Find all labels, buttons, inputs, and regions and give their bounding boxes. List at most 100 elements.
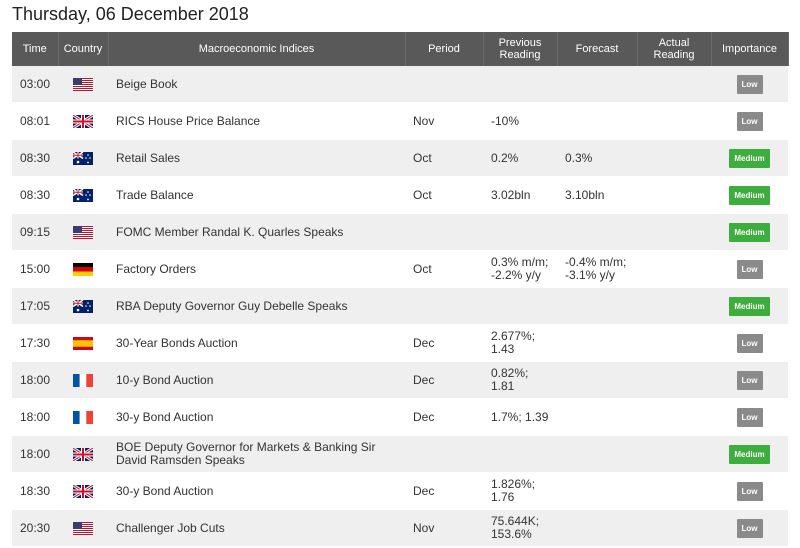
event-cell: Beige Book (108, 66, 405, 103)
country-flag (73, 263, 93, 276)
column-header: Importance (711, 32, 789, 66)
period-cell: Oct (405, 250, 483, 288)
previous-cell: -10% (483, 102, 557, 140)
forecast-cell: -0.4% m/m; -3.1% y/y (557, 250, 637, 288)
table-row: 20:30 Challenger Job Cuts Nov 75.644K; 153.… (12, 509, 788, 547)
country-cell (58, 361, 108, 399)
previous-cell: 3.02bln (483, 176, 557, 214)
importance-badge: Medium (729, 296, 770, 316)
country-flag (73, 448, 93, 461)
table-row: 17:05 RBA Deputy Governor Guy Debelle Spe… (12, 287, 788, 325)
actual-cell (637, 139, 711, 177)
importance-cell: Medium (711, 287, 788, 325)
previous-cell: 0.3% m/m; -2.2% y/y (483, 250, 557, 288)
time-cell: 09:15 (12, 213, 58, 251)
importance-badge: Low (736, 74, 763, 94)
time-cell: 18:00 (12, 398, 58, 436)
table-row: 18:00 BOE Deputy Governor for Markets & B… (12, 435, 788, 473)
previous-cell (483, 213, 557, 251)
event-cell: Challenger Job Cuts (108, 509, 405, 547)
time-cell: 17:30 (12, 324, 58, 362)
importance-badge: Low (736, 333, 763, 353)
forecast-cell (557, 361, 637, 399)
importance-cell: Low (711, 472, 788, 510)
importance-cell: Medium (711, 139, 788, 177)
table-row: 15:00 Factory Orders Oct 0.3% m/m; -2.2% y/… (12, 250, 788, 288)
forecast-cell: 0.3% (557, 139, 637, 177)
importance-cell: Low (711, 509, 788, 547)
previous-cell (483, 66, 557, 103)
page-title: Thursday, 06 December 2018 (12, 4, 249, 24)
forecast-cell (557, 435, 637, 473)
importance-cell: Medium (711, 435, 788, 473)
previous-cell (483, 287, 557, 325)
importance-badge: Low (736, 111, 763, 131)
period-cell (405, 213, 483, 251)
country-flag (73, 337, 93, 350)
importance-cell: Medium (711, 176, 788, 214)
country-cell (58, 398, 108, 436)
country-cell (58, 250, 108, 288)
column-header: Previous Reading (483, 32, 558, 66)
table-row: 09:15 FOMC Member Randal K. Quarles Speak… (12, 213, 788, 251)
period-cell: Dec (405, 361, 483, 399)
forecast-cell (557, 213, 637, 251)
country-cell (58, 139, 108, 177)
importance-badge: Low (736, 407, 763, 427)
time-cell: 08:01 (12, 102, 58, 140)
country-cell (58, 435, 108, 473)
country-cell (58, 287, 108, 325)
period-cell: Nov (405, 509, 483, 547)
importance-badge: Low (736, 370, 763, 390)
country-cell (58, 176, 108, 214)
time-cell: 20:30 (12, 509, 58, 547)
country-flag (73, 374, 93, 387)
period-cell (405, 287, 483, 325)
table-row: 18:00 10-y Bond Auction Dec 0.82%; 1.81 Low (12, 361, 788, 399)
importance-cell: Low (711, 102, 788, 140)
column-header: Time (12, 32, 59, 66)
period-cell (405, 66, 483, 103)
importance-cell: Medium (711, 213, 788, 251)
importance-badge: Low (736, 518, 763, 538)
actual-cell (637, 287, 711, 325)
actual-cell (637, 66, 711, 103)
event-cell: 10-y Bond Auction (108, 361, 405, 399)
country-flag (73, 411, 93, 424)
table-row: 17:30 30-Year Bonds Auction Dec 2.677%; 1.4… (12, 324, 788, 362)
column-header: Country (58, 32, 109, 66)
event-cell: Factory Orders (108, 250, 405, 288)
event-cell: 30-Year Bonds Auction (108, 324, 405, 362)
actual-cell (637, 176, 711, 214)
country-cell (58, 66, 108, 103)
actual-cell (637, 509, 711, 547)
table-body: 03:00 Beige Book Low 08:01 RICS House Price … (12, 66, 788, 547)
period-cell (405, 435, 483, 473)
table-row: 03:00 Beige Book Low (12, 66, 788, 103)
actual-cell (637, 250, 711, 288)
country-cell (58, 102, 108, 140)
importance-cell: Low (711, 398, 788, 436)
time-cell: 08:30 (12, 176, 58, 214)
country-cell (58, 213, 108, 251)
country-flag (73, 522, 93, 535)
country-cell (58, 472, 108, 510)
country-flag (73, 78, 93, 91)
previous-cell: 0.2% (483, 139, 557, 177)
forecast-cell (557, 472, 637, 510)
column-header: Macroeconomic Indices (108, 32, 406, 66)
previous-cell: 1.826%; 1.76 (483, 472, 557, 510)
importance-badge: Low (736, 259, 763, 279)
time-cell: 17:05 (12, 287, 58, 325)
previous-cell: 1.7%; 1.39 (483, 398, 557, 436)
event-cell: RBA Deputy Governor Guy Debelle Speaks (108, 287, 405, 325)
event-cell: FOMC Member Randal K. Quarles Speaks (108, 213, 405, 251)
forecast-cell (557, 398, 637, 436)
period-cell: Oct (405, 176, 483, 214)
forecast-cell (557, 102, 637, 140)
country-cell (58, 324, 108, 362)
event-cell: BOE Deputy Governor for Markets & Bankin… (108, 435, 405, 473)
actual-cell (637, 398, 711, 436)
forecast-cell (557, 287, 637, 325)
